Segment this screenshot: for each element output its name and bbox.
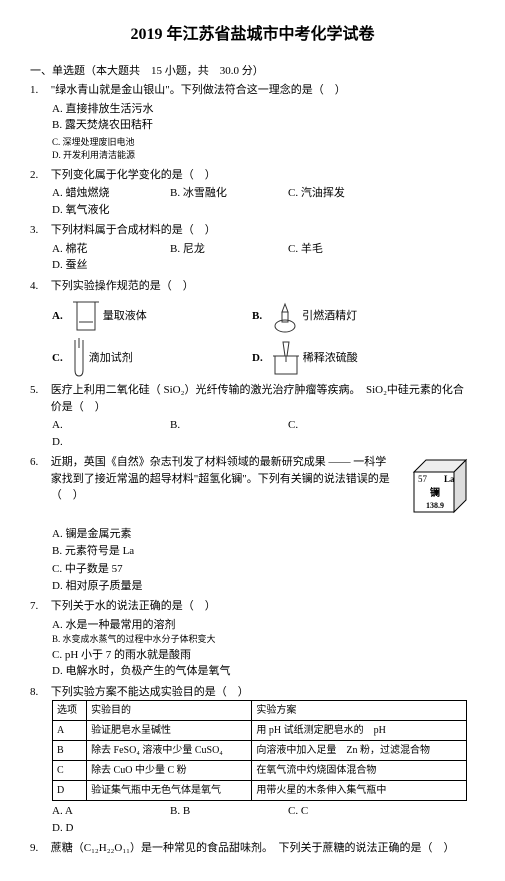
element-cube-icon: 57 La 镧 138.9 [404, 454, 474, 524]
q7-optA: A. 水是一种最常用的溶剂 [52, 617, 475, 634]
th-purpose: 实验目的 [87, 701, 252, 721]
q8-optD: D. D [52, 820, 162, 837]
q8-optA: A. A [52, 803, 162, 820]
q3: 3. 下列材料属于合成材料的是（ ） A. 棉花 B. 尼龙 C. 羊毛 D. … [30, 222, 475, 274]
q9-text: 蔗糖（C₁₂H₂₂O₁₁）是一种常见的食品甜味剂。 下列关于蔗糖的说法正确的是（… [51, 840, 474, 857]
q4: 4. 下列实验操作规范的是（ ） A. 量取液体 B. 引燃酒精灯 C. 滴加试… [30, 278, 475, 379]
q3-optC: C. 羊毛 [288, 241, 398, 258]
q7-text: 下列关于水的说法正确的是（ ） [51, 598, 474, 615]
q4-C-lbl: C. [52, 350, 63, 367]
q5-num: 5. [30, 382, 48, 399]
q7-num: 7. [30, 598, 48, 615]
q7-optB: B. 水变成水蒸气的过程中水分子体积变大 [52, 633, 475, 647]
q7-optC: C. pH 小于 7 的雨水就是酸雨 [52, 647, 475, 664]
q4-D-text: 稀释浓硫酸 [303, 350, 358, 367]
table-row: A 验证肥皂水呈碱性 用 pH 试纸测定肥皂水的 pH [53, 721, 467, 741]
cell: 在氧气流中灼烧固体混合物 [252, 761, 467, 781]
q6-num: 6. [30, 454, 48, 471]
q7-optD: D. 电解水时，负极产生的气体是氧气 [52, 663, 475, 680]
beaker-icon [69, 298, 103, 334]
cell: B [53, 741, 87, 761]
q3-num: 3. [30, 222, 48, 239]
q5: 5. 医疗上利用二氧化硅（ SiO₂）光纤传输的激光治疗肿瘤等疾病。 SiO₂中… [30, 382, 475, 450]
q8-optC: C. C [288, 803, 398, 820]
q8-optB: B. B [170, 803, 280, 820]
table-row: 选项 实验目的 实验方案 [53, 701, 467, 721]
q1-optB: B. 露天焚烧农田秸秆 [52, 117, 272, 134]
q6-optC: C. 中子数是 57 [52, 561, 272, 578]
q7: 7. 下列关于水的说法正确的是（ ） A. 水是一种最常用的溶剂 B. 水变成水… [30, 598, 475, 680]
q4-B-lbl: B. [252, 308, 262, 325]
q1-optD: D. 开发利用清洁能源 [52, 149, 272, 163]
page-title: 2019 年江苏省盐城市中考化学试卷 [30, 20, 475, 44]
q4-num: 4. [30, 278, 48, 295]
q1-optC: C. 深埋处理废旧电池 [52, 136, 272, 150]
alcohol-lamp-icon [268, 298, 302, 334]
th-scheme: 实验方案 [252, 701, 467, 721]
svg-text:La: La [444, 474, 455, 484]
q9: 9. 蔗糖（C₁₂H₂₂O₁₁）是一种常见的食品甜味剂。 下列关于蔗糖的说法正确… [30, 840, 475, 857]
q3-optB: B. 尼龙 [170, 241, 280, 258]
cell: 除去 FeSO₄ 溶液中少量 CuSO₄ [87, 741, 252, 761]
q2: 2. 下列变化属于化学变化的是（ ） A. 蜡烛燃烧 B. 冰雪融化 C. 汽油… [30, 167, 475, 219]
q6-optB: B. 元素符号是 La [52, 543, 272, 560]
th-option: 选项 [53, 701, 87, 721]
cell: 除去 CuO 中少量 C 粉 [87, 761, 252, 781]
table-row: D 验证集气瓶中无色气体是氧气 用带火星的木条伸入集气瓶中 [53, 781, 467, 801]
q1-text: "绿水青山就是金山银山"。下列做法符合这一理念的是（ ） [51, 82, 474, 99]
svg-text:镧: 镧 [430, 486, 440, 499]
q5-optA: A. [52, 417, 162, 434]
q1-num: 1. [30, 82, 48, 99]
q8: 8. 下列实验方案不能达成实验目的是（ ） 选项 实验目的 实验方案 A 验证肥… [30, 684, 475, 837]
table-row: B 除去 FeSO₄ 溶液中少量 CuSO₄ 向溶液中加入足量 Zn 粉，过滤混… [53, 741, 467, 761]
section-header: 一、单选题（本大题共 15 小题，共 30.0 分） [30, 62, 475, 78]
q6: 6. 57 La 镧 138.9 近期，英国《自然》杂志刊发了材料领域的最新研究… [30, 454, 475, 594]
cell: 用 pH 试纸测定肥皂水的 pH [252, 721, 467, 741]
q2-optD: D. 氧气液化 [52, 202, 162, 219]
cell: D [53, 781, 87, 801]
cell: 验证集气瓶中无色气体是氧气 [87, 781, 252, 801]
q6-optA: A. 镧是金属元素 [52, 526, 272, 543]
q2-optC: C. 汽油挥发 [288, 185, 398, 202]
dilute-icon [269, 338, 303, 378]
q4-A-lbl: A. [52, 308, 63, 325]
q3-text: 下列材料属于合成材料的是（ ） [51, 222, 474, 239]
q4-B-text: 引燃酒精灯 [302, 308, 357, 325]
q2-optA: A. 蜡烛燃烧 [52, 185, 162, 202]
q6-optD: D. 相对原子质量是 [52, 578, 272, 595]
q2-optB: B. 冰雪融化 [170, 185, 280, 202]
q6-text: 57 La 镧 138.9 近期，英国《自然》杂志刊发了材料领域的最新研究成果 … [51, 454, 474, 524]
q3-optA: A. 棉花 [52, 241, 162, 258]
q2-text: 下列变化属于化学变化的是（ ） [51, 167, 474, 184]
q9-num: 9. [30, 840, 48, 857]
q2-num: 2. [30, 167, 48, 184]
q4-rowAB: A. 量取液体 B. 引燃酒精灯 [52, 298, 475, 334]
q1: 1. "绿水青山就是金山银山"。下列做法符合这一理念的是（ ） A. 直接排放生… [30, 82, 475, 163]
q4-C-text: 滴加试剂 [89, 350, 133, 367]
q8-text: 下列实验方案不能达成实验目的是（ ） [51, 684, 474, 701]
svg-text:138.9: 138.9 [426, 501, 444, 510]
q8-table: 选项 实验目的 实验方案 A 验证肥皂水呈碱性 用 pH 试纸测定肥皂水的 pH… [52, 700, 467, 801]
q8-num: 8. [30, 684, 48, 701]
q4-A-text: 量取液体 [103, 308, 147, 325]
test-tube-icon [69, 338, 89, 378]
svg-text:57: 57 [418, 474, 428, 484]
q5-optD: D. [52, 434, 162, 451]
q1-optA: A. 直接排放生活污水 [52, 101, 272, 118]
table-row: C 除去 CuO 中少量 C 粉 在氧气流中灼烧固体混合物 [53, 761, 467, 781]
q5-optC: C. [288, 417, 398, 434]
cell: C [53, 761, 87, 781]
q5-text: 医疗上利用二氧化硅（ SiO₂）光纤传输的激光治疗肿瘤等疾病。 SiO₂中硅元素… [51, 382, 474, 415]
q3-optD: D. 蚕丝 [52, 257, 162, 274]
q4-rowCD: C. 滴加试剂 D. 稀释浓硫酸 [52, 338, 475, 378]
exam-page: 2019 年江苏省盐城市中考化学试卷 一、单选题（本大题共 15 小题，共 30… [0, 0, 505, 881]
q4-D-lbl: D. [252, 350, 263, 367]
cell: A [53, 721, 87, 741]
q4-text: 下列实验操作规范的是（ ） [51, 278, 474, 295]
q5-optB: B. [170, 417, 280, 434]
cell: 用带火星的木条伸入集气瓶中 [252, 781, 467, 801]
cell: 验证肥皂水呈碱性 [87, 721, 252, 741]
cell: 向溶液中加入足量 Zn 粉，过滤混合物 [252, 741, 467, 761]
q6-text-span: 近期，英国《自然》杂志刊发了材料领域的最新研究成果 —— 一科学家找到了接近常温… [51, 456, 390, 501]
